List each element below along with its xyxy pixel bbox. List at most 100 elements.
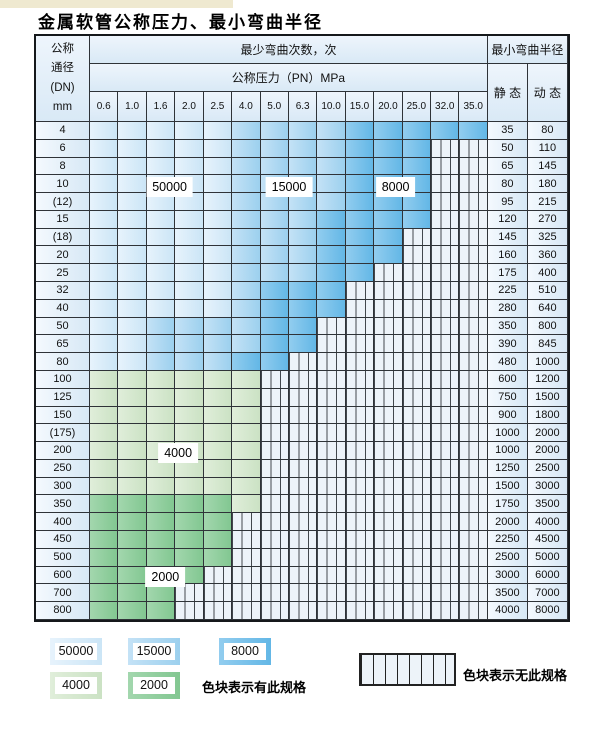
dynamic-cell: 215	[527, 193, 568, 211]
spec-cell	[260, 122, 289, 140]
spec-cell	[203, 370, 233, 389]
static-cell: 1000	[487, 424, 528, 443]
no-spec-cell	[402, 424, 432, 443]
region-cycle-label: 15000	[265, 176, 313, 197]
spec-cell	[146, 353, 176, 371]
dn-cell: 50	[36, 317, 90, 336]
no-spec-cell	[431, 246, 460, 265]
spec-cell	[288, 246, 318, 265]
region-cycle-label: 2000	[145, 567, 186, 588]
no-spec-cell	[459, 406, 488, 425]
no-spec-cell	[431, 566, 460, 585]
spec-cell	[232, 122, 261, 140]
spec-cell	[118, 566, 147, 585]
dn-cell: 65	[36, 335, 90, 354]
spec-cell	[118, 210, 147, 229]
no-spec-cell	[288, 530, 318, 549]
pressure-tick: 20.0	[374, 92, 403, 122]
no-spec-cell	[402, 317, 432, 336]
no-spec-cell	[459, 175, 488, 194]
no-spec-cell	[260, 495, 289, 514]
spec-cell	[90, 530, 119, 549]
spec-cell	[90, 424, 119, 443]
spec-cell	[146, 193, 176, 211]
no-spec-cell	[345, 335, 375, 354]
spec-cell	[288, 139, 318, 158]
no-spec-cell	[402, 548, 432, 567]
no-spec-cell	[374, 530, 403, 549]
no-spec-cell	[317, 566, 346, 585]
spec-cell	[345, 228, 375, 247]
dn-cell: 400	[36, 513, 90, 531]
no-spec-cell	[260, 442, 289, 460]
dn-cell: 125	[36, 388, 90, 407]
spec-cell	[232, 495, 261, 514]
no-spec-cell	[317, 602, 346, 620]
spec-cell	[118, 370, 147, 389]
dynamic-cell: 110	[527, 139, 568, 158]
static-cell: 35	[487, 122, 528, 140]
no-spec-cell	[374, 513, 403, 531]
no-spec-cell	[260, 548, 289, 567]
pressure-tick: 6.3	[288, 92, 318, 122]
no-spec-cell	[374, 282, 403, 300]
spec-cell	[118, 459, 147, 478]
spec-cell	[146, 477, 176, 496]
dn-cell: 450	[36, 530, 90, 549]
no-spec-cell	[431, 210, 460, 229]
no-spec-cell	[260, 602, 289, 620]
no-spec-cell	[345, 282, 375, 300]
spec-cell	[203, 388, 233, 407]
dynamic-cell: 270	[527, 210, 568, 229]
dn-cell: 700	[36, 584, 90, 603]
static-cell: 145	[487, 228, 528, 247]
spec-cell	[90, 459, 119, 478]
spec-cell	[232, 388, 261, 407]
no-spec-cell	[431, 424, 460, 443]
no-spec-cell	[459, 282, 488, 300]
spec-cell	[203, 299, 233, 318]
spec-cell	[146, 584, 176, 603]
dynamic-cell: 3000	[527, 477, 568, 496]
no-spec-cell	[402, 584, 432, 603]
spec-cell	[146, 282, 176, 300]
no-spec-cell	[374, 566, 403, 585]
spec-cell	[90, 442, 119, 460]
no-spec-cell	[345, 548, 375, 567]
spec-cell	[288, 335, 318, 354]
no-spec-cell	[431, 299, 460, 318]
spec-cell	[232, 424, 261, 443]
legend-swatch-8000: 8000	[219, 638, 271, 665]
spec-cell	[146, 370, 176, 389]
no-spec-cell	[459, 139, 488, 158]
spec-cell	[118, 299, 147, 318]
spec-cell	[374, 246, 403, 265]
static-cell: 4000	[487, 602, 528, 620]
no-spec-cell	[317, 388, 346, 407]
spec-cell	[345, 175, 375, 194]
spec-cell	[232, 139, 261, 158]
no-spec-cell	[260, 530, 289, 549]
no-spec-cell	[288, 566, 318, 585]
no-spec-cell	[288, 388, 318, 407]
spec-cell	[90, 157, 119, 176]
spec-cell	[232, 175, 261, 194]
spec-cell	[317, 139, 346, 158]
static-cell: 280	[487, 299, 528, 318]
spec-cell	[260, 264, 289, 283]
no-spec-cell	[459, 210, 488, 229]
pressure-tick: 25.0	[402, 92, 432, 122]
spec-cell	[146, 299, 176, 318]
region-cycle-label: 4000	[158, 442, 199, 463]
dn-cell: 800	[36, 602, 90, 620]
no-spec-cell	[402, 299, 432, 318]
dynamic-cell: 2000	[527, 424, 568, 443]
no-spec-cell	[317, 353, 346, 371]
spec-cell	[175, 193, 204, 211]
spec-cell	[232, 353, 261, 371]
spec-cell	[90, 228, 119, 247]
no-spec-cell	[260, 584, 289, 603]
no-spec-cell	[260, 513, 289, 531]
spec-cell	[374, 210, 403, 229]
static-cell: 480	[487, 353, 528, 371]
